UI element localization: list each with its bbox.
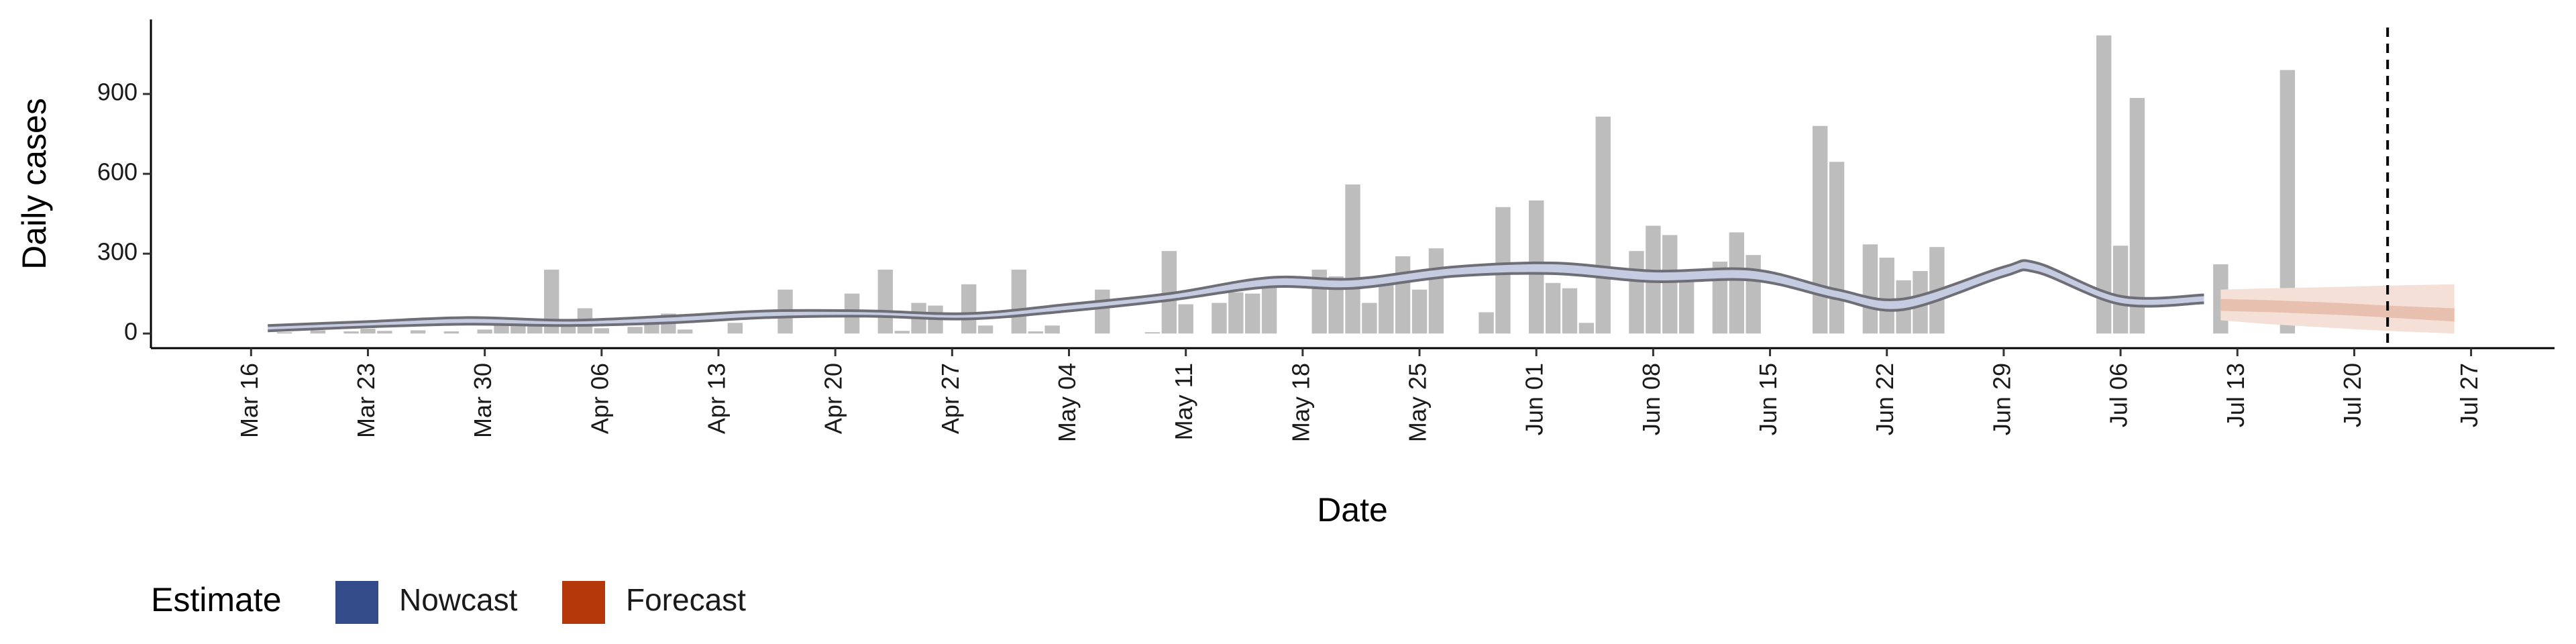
x-tick-label: Apr 27 [936,363,964,434]
bar [1678,272,1695,334]
x-tick-label: Jun 08 [1638,363,1665,435]
x-tick-label: Jul 13 [2222,363,2249,427]
bar [1879,258,1894,334]
bar [1578,323,1595,334]
x-tick-label: Jun 22 [1871,363,1898,435]
x-tick-label: Apr 20 [820,363,847,434]
bar [678,329,693,334]
estimate-band [268,260,2204,331]
bar [310,330,326,334]
bar [1228,292,1244,334]
bar [1562,288,1578,334]
x-tick-label: Jul 27 [2455,363,2483,427]
bar [1044,325,1060,334]
bar [477,329,492,334]
bar [1261,281,1277,334]
bar [1028,331,1043,334]
bar [1829,162,1845,334]
bar [1328,276,1344,334]
legend-key [562,581,605,624]
bar [1395,256,1411,334]
bar [594,328,610,334]
bar [1212,303,1227,334]
bar [2096,35,2112,334]
bar [1662,235,1678,334]
bar [627,327,643,334]
bar [2279,70,2296,334]
bar [894,331,910,334]
band-edge [268,268,2204,333]
bar [1245,293,1260,334]
bar [644,324,659,334]
bar [877,269,894,334]
bar [1345,184,1360,334]
legend-label: Forecast [626,582,746,617]
bar [377,331,392,334]
x-tick-label: May 25 [1404,363,1432,442]
legend-title: Estimate [151,581,282,619]
x-tick-label: May 11 [1170,363,1197,440]
estimate-inner-band [2220,299,2455,322]
x-tick-label: Mar 23 [352,363,380,438]
x-tick-label: May 18 [1287,363,1314,442]
bar [443,331,460,334]
bar [1362,303,1377,334]
legend-key [335,581,378,624]
x-tick-label: Jun 01 [1521,363,1548,435]
bar [2112,246,2129,334]
bar [527,325,543,334]
x-tick-label: Jul 20 [2339,363,2366,427]
bar [1729,232,1744,334]
bar [343,331,359,334]
bar [560,325,576,334]
bar [1011,269,1027,334]
y-axis-title: Daily cases [15,98,53,270]
bar [1812,125,1828,334]
bar [360,329,376,334]
legend-label: Nowcast [399,582,518,617]
bar [1746,255,1761,334]
x-tick-label: Mar 16 [235,363,263,438]
bar [1479,312,1494,334]
bar [1095,289,1110,334]
y-tick-label: 600 [97,158,138,186]
bar [1595,116,1611,334]
bar [1379,278,1394,334]
y-tick-label: 900 [97,78,138,106]
bar [977,325,994,334]
band-edge [268,259,2204,327]
bar [1545,282,1561,334]
x-tick-label: Mar 30 [469,363,496,438]
x-tick-label: May 04 [1053,363,1081,442]
x-tick-label: Apr 13 [703,363,731,434]
bar [276,332,292,334]
bar [727,323,743,334]
x-tick-label: Jul 06 [2105,363,2133,427]
bar [543,269,559,334]
bar [1144,332,1161,334]
bar [410,330,426,334]
x-tick-label: Jun 29 [1988,363,2015,435]
x-tick-label: Apr 06 [586,363,613,434]
y-tick-label: 300 [97,238,138,266]
bar [1178,304,1193,334]
bar [961,284,977,334]
bar [2129,98,2145,334]
x-axis-title: Date [1317,491,1388,529]
bar [1629,251,1644,334]
bar [1411,289,1428,334]
bar [1428,248,1444,334]
y-tick-label: 0 [124,318,138,345]
bar [1862,244,1878,334]
x-tick-label: Jun 15 [1754,363,1782,435]
